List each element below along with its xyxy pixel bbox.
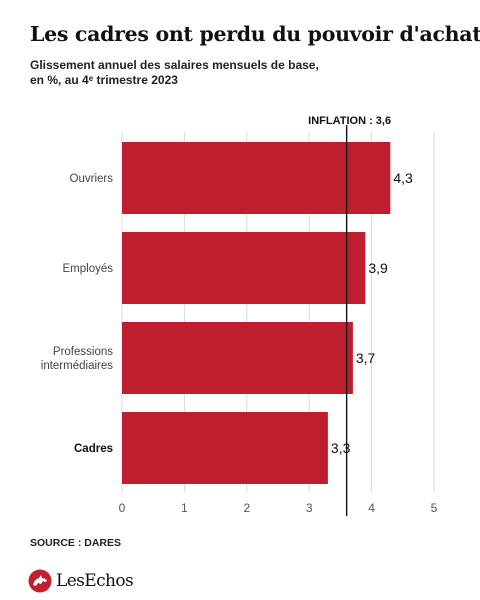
logo-text: LesEchos — [56, 571, 134, 591]
les-echos-logo: LesEchos — [28, 568, 134, 594]
bar-1 — [122, 232, 366, 304]
x-tick-label: 4 — [368, 501, 375, 515]
category-label: Ouvriers — [70, 173, 114, 185]
bar-0 — [122, 142, 391, 214]
les-echos-horse-icon — [28, 569, 52, 593]
category-label: intermédiaires — [41, 360, 113, 372]
labels: 0 1 2 3 4 5 4,3 Ouvriers 3,9 Employés 3,7 Professio… — [41, 115, 438, 515]
chart-title: Les cadres ont perdu du pouvoir d'achat — [30, 22, 480, 46]
inflation-label: INFLATION : 3,6 — [308, 115, 391, 127]
subtitle-line-1: Glissement annuel des salaires mensuels … — [30, 58, 319, 72]
bar-value-label: 3,7 — [356, 350, 376, 366]
subtitle-line-2: en %, au 4ᵉ trimestre 2023 — [30, 73, 178, 87]
x-tick-label: 1 — [181, 501, 188, 515]
bar-value-label: 3,9 — [368, 260, 388, 276]
x-tick-label: 3 — [306, 501, 313, 515]
bar-2 — [122, 322, 353, 394]
bars — [122, 142, 391, 484]
chart-subtitle: Glissement annuel des salaires mensuels … — [30, 58, 450, 88]
category-label: Employés — [63, 263, 114, 275]
bar-value-label: 3,3 — [331, 440, 351, 456]
x-tick-label: 0 — [119, 501, 126, 515]
category-label: Cadres — [74, 443, 113, 455]
x-tick-label: 5 — [431, 501, 438, 515]
bar-value-label: 4,3 — [393, 170, 413, 186]
source-note: SOURCE : DARES — [30, 537, 122, 549]
category-label: Professions — [53, 346, 113, 358]
bar-3 — [122, 412, 328, 484]
x-tick-label: 2 — [243, 501, 250, 515]
